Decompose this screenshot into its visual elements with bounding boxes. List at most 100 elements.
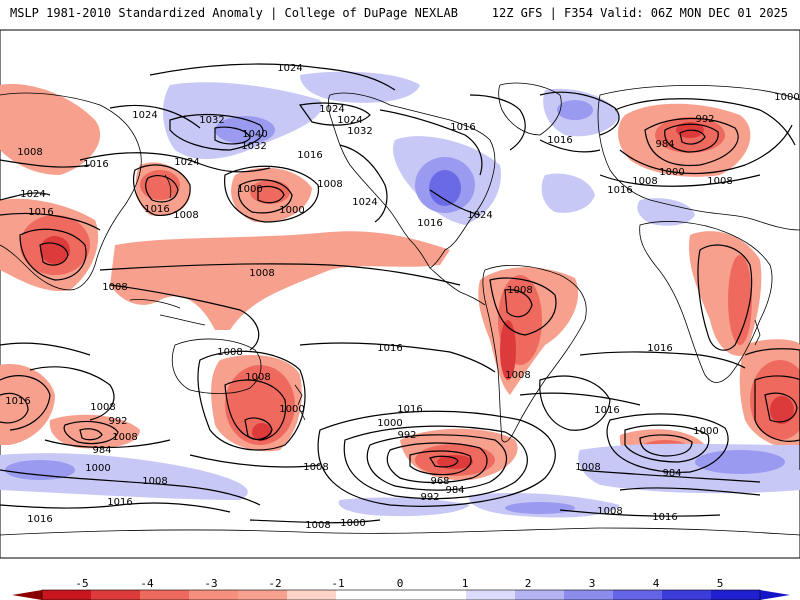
anomaly-high-antarctic-mid-core <box>505 502 575 514</box>
colorbar-seg <box>42 590 91 600</box>
colorbar-tick-label: 4 <box>652 577 660 590</box>
isobar-label: 992 <box>420 492 439 503</box>
isobar-984-sp-mid <box>79 428 103 441</box>
isobar-label: 984 <box>662 468 681 479</box>
isobar-1032-arctic <box>298 102 371 126</box>
isobar-1000-europe-outer <box>619 124 793 174</box>
coast-asia-west <box>0 92 142 291</box>
isobar-1024-north <box>149 63 396 91</box>
isobar-1008-antarctic <box>249 519 381 524</box>
isobar-label: 1008 <box>249 268 274 279</box>
isobar-1016-tropics <box>299 342 496 373</box>
isobar-992-sind <box>624 424 710 463</box>
isobar-992-alaska <box>257 185 285 204</box>
isobar-992-cold <box>386 442 488 484</box>
colorbar-tick-label: 2 <box>524 577 532 590</box>
isobar-label: 1008 <box>90 402 115 413</box>
isobar-label: 1016 <box>417 218 442 229</box>
isobar-label: 1000 <box>85 463 110 474</box>
isobar-label: 968 <box>430 476 449 487</box>
isobar-label: 1008 <box>505 370 530 381</box>
colorbar-seg <box>564 590 613 600</box>
isobar-label: 1024 <box>352 197 377 208</box>
isobar-1000-asia <box>39 242 69 266</box>
isobar-968-cold <box>429 455 459 468</box>
colorbar-seg <box>515 590 564 600</box>
colorbar-right-arrow <box>760 590 790 600</box>
isobar-984-europe <box>679 129 706 145</box>
isobar-label: 1016 <box>28 207 53 218</box>
colorbar-seg <box>711 590 760 600</box>
isobar-label: 1016 <box>397 404 422 415</box>
isobar-1016-south-1 <box>0 502 231 513</box>
isobar-1016-greenland <box>539 91 620 136</box>
isobar-1000-sam <box>504 289 533 318</box>
isobar-1008-npac <box>133 164 191 216</box>
isobar-1008-alaska <box>224 165 320 223</box>
coast-eurasia <box>597 85 800 231</box>
isobar-1000-alaska <box>237 179 293 214</box>
anomaly-high-indian <box>637 198 695 226</box>
isobar-992-spac <box>244 417 273 440</box>
colorbar-seg <box>466 590 515 600</box>
isobar-label: 1000 <box>279 404 304 415</box>
isobar-label: 1016 <box>594 405 619 416</box>
isobar-label: 1032 <box>347 126 372 137</box>
isobar-label: 992 <box>695 114 714 125</box>
isobar-label: 1016 <box>607 185 632 196</box>
isobar-label: 1016 <box>144 204 169 215</box>
isobar-1008-wpac <box>109 284 260 351</box>
isobar-1000-sind-east <box>754 375 800 442</box>
colorbar-tick-label: 0 <box>396 577 404 590</box>
isobar-label: 1008 <box>173 210 198 221</box>
isobar-1024-bering <box>109 104 201 129</box>
isobar-label: 1008 <box>317 179 342 190</box>
isobar-1016-south-2 <box>559 509 721 517</box>
colorbar-tick-label: -4 <box>140 577 154 590</box>
isobar-label: 1000 <box>774 92 799 103</box>
colorbar-tick-label: 1 <box>461 577 469 590</box>
isobar-1000-npac <box>145 175 179 203</box>
isobar-label: 1024 <box>20 189 45 200</box>
anomaly-strong-andes <box>500 320 516 380</box>
isobar-label: 1000 <box>659 167 684 178</box>
isobar-1000-spac <box>224 379 287 441</box>
isobar-1016-atlantic <box>469 94 526 151</box>
isobar-1024-asia <box>0 192 51 201</box>
isobar-1000-sp-west <box>0 392 29 424</box>
isobar-label: 992 <box>108 416 127 427</box>
isobar-label: 1024 <box>319 104 344 115</box>
isobar-label: 1000 <box>340 518 365 529</box>
isobar-label: 1016 <box>377 343 402 354</box>
colorbar-tick-label: 3 <box>588 577 596 590</box>
isobar-label: 1032 <box>199 115 224 126</box>
isobar-label: 1008 <box>303 462 328 473</box>
isobar-1008-tropics <box>99 263 461 286</box>
isobar-label: 1008 <box>112 432 137 443</box>
isobar-992-sp-mid <box>63 420 119 445</box>
colorbar-tick-label: -5 <box>75 577 89 590</box>
colorbar-seg <box>336 590 466 600</box>
anomaly-strong-cold <box>437 455 473 469</box>
isobar-1008-atlantic <box>539 139 601 153</box>
isobar-1016-asia-2 <box>0 212 101 231</box>
isobar-label: 1024 <box>337 115 362 126</box>
header-left-title: MSLP 1981-2010 Standardized Anomaly | Co… <box>10 6 458 20</box>
isobar-1008-spac <box>197 350 306 451</box>
isobar-1024-east <box>429 189 481 216</box>
isobar-label: 1008 <box>142 476 167 487</box>
isobar-1016-indian <box>579 351 746 369</box>
isobar-1040 <box>214 126 251 145</box>
isobar-1008-europe <box>599 174 761 187</box>
coastlines <box>0 82 800 536</box>
isobar-contours <box>0 63 800 524</box>
isobar-label: 1008 <box>632 176 657 187</box>
anomaly-high-greenland-mid <box>557 100 593 120</box>
colorbar-seg <box>238 590 287 600</box>
colorbar-tick-label: -1 <box>331 577 345 590</box>
isobar-label: 984 <box>92 445 111 456</box>
isobar-1008-satl <box>539 375 611 431</box>
isobar-label: 1016 <box>27 514 52 525</box>
isobar-label: 1016 <box>450 122 475 133</box>
